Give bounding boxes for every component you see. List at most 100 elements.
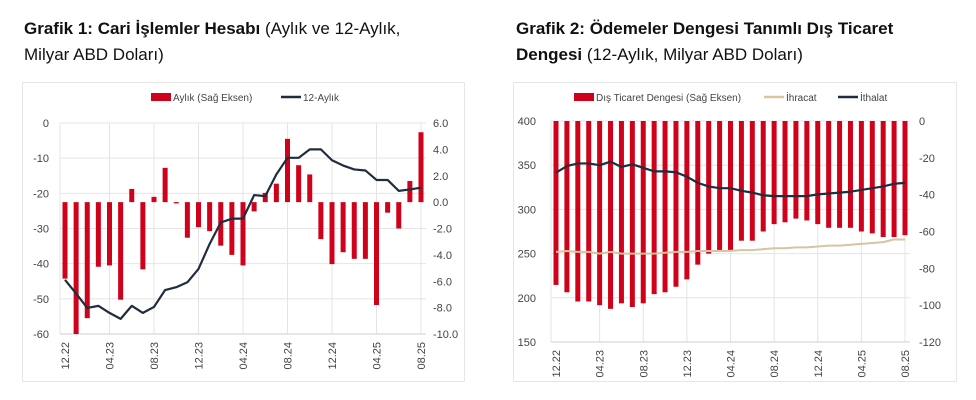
chart1-title: Grafik 1: Cari İşlemler Hesabı (Aylık ve… [24, 16, 444, 68]
chart1-subtitle: (Aylık ve 12-Aylık, Milyar ABD Doları) [24, 19, 401, 64]
bar [651, 121, 657, 295]
left-axis-tick-label: -40 [33, 259, 49, 271]
bar [858, 121, 864, 232]
bar [229, 202, 235, 255]
left-axis-tick-label: -50 [33, 294, 49, 306]
right-axis-tick-label: -40 [919, 190, 935, 202]
x-axis-tick-label: 08.23 [638, 350, 650, 378]
bar [307, 174, 313, 203]
right-axis-tick-label: 6.0 [433, 118, 448, 130]
bar [760, 121, 766, 232]
chart2-subtitle: (12-Aylık, Milyar ABD Doları) [586, 45, 803, 64]
x-axis-tick-label: 04.24 [726, 350, 738, 378]
x-axis-tick-label: 04.25 [372, 342, 384, 370]
chart2-title: Grafik 2: Ödemeler Dengesi Tanımlı Dış T… [516, 16, 956, 68]
chart1-svg: 0 -10 -20 -30 -40 -50 -60 6.0 4.0 2.0 0.0 -2.0 -4.0 -… [33, 93, 458, 370]
chart1-title-main: Grafik 1: Cari İşlemler Hesabı [24, 19, 261, 38]
right-axis-tick-label: -20 [919, 153, 935, 165]
bar [684, 121, 690, 280]
left-axis-tick-label: 250 [518, 249, 536, 261]
bar [673, 121, 679, 287]
x-axis-tick-label: 08.25 [900, 350, 912, 378]
line-series-2 [555, 160, 906, 198]
x-axis-tick-label: 08.23 [149, 342, 161, 370]
bar [815, 121, 821, 225]
bar [240, 202, 246, 266]
left-axis-tick-label: 400 [518, 116, 536, 128]
bar [107, 202, 112, 266]
bar [351, 202, 357, 259]
legend-label: 12-Aylık [303, 93, 340, 104]
x-axis-tick-label: 08.24 [769, 350, 781, 378]
bar [728, 121, 733, 250]
legend-label: İthalat [860, 91, 887, 104]
line-series-1 [555, 238, 905, 255]
bar [771, 121, 777, 225]
bar [285, 138, 290, 203]
bar [749, 121, 755, 241]
bar [804, 121, 810, 221]
legend-label: Aylık (Sağ Eksen) [173, 93, 252, 104]
bar [62, 202, 68, 279]
bar [608, 121, 614, 309]
bar [418, 132, 424, 203]
bar [662, 121, 668, 293]
x-axis-tick-label: 08.24 [283, 342, 295, 370]
right-axis-tick-label: -2.0 [433, 224, 452, 236]
bar [717, 121, 723, 250]
chart1-frame: 0 -10 -20 -30 -40 -50 -60 6.0 4.0 2.0 0.0 -2.0 -4.0 -… [22, 82, 465, 382]
x-axis-tick-label: 12.22 [60, 342, 72, 370]
x-axis-tick-label: 08.25 [416, 342, 428, 370]
bar [318, 202, 324, 240]
bar [140, 202, 146, 270]
legend-swatch [151, 93, 171, 101]
left-axis-tick-label: -30 [33, 224, 49, 236]
bar [73, 202, 79, 334]
x-axis-tick-label: 12.23 [194, 342, 206, 370]
bar [847, 121, 853, 228]
line-series-1 [64, 148, 422, 320]
bar [826, 121, 832, 228]
legend-swatch [574, 93, 594, 101]
bar [296, 165, 302, 203]
bar [869, 121, 875, 234]
bar [129, 188, 135, 203]
right-axis-tick-label: 4.0 [433, 144, 448, 156]
bar [273, 183, 279, 203]
x-axis-tick-label: 12.24 [327, 342, 339, 370]
bar [793, 121, 799, 219]
x-axis-tick-label: 04.24 [238, 342, 250, 370]
bar [738, 121, 744, 241]
x-axis-tick-label: 12.24 [813, 350, 825, 378]
bar [196, 202, 201, 228]
bar [385, 202, 391, 213]
bar [374, 202, 379, 305]
left-axis-tick-label: 0 [43, 118, 49, 130]
right-axis-tick-label: 0.0 [433, 197, 448, 209]
bar [640, 121, 646, 304]
right-axis-tick-label: 0 [919, 116, 925, 128]
left-axis-tick-label: -10 [33, 153, 49, 165]
bar [118, 202, 124, 300]
legend-label: İhracat [786, 91, 817, 104]
right-axis-tick-label: -100 [919, 300, 941, 312]
right-axis-tick-label: -120 [919, 337, 941, 349]
chart2-title-main: Grafik 2: Ödemeler Dengesi Tanımlı Dış T… [516, 19, 894, 64]
chart2-svg: 400 350 300 250 200 150 0 -20 -40 -60 -80 -100 -120 1… [518, 91, 941, 378]
bar [597, 121, 603, 306]
bar [837, 121, 843, 228]
bar [575, 121, 581, 302]
bar [586, 121, 592, 302]
chart2-frame: 400 350 300 250 200 150 0 -20 -40 -60 -80 -100 -120 1… [513, 82, 957, 382]
x-axis-tick-label: 12.22 [551, 350, 563, 378]
x-axis-tick-label: 04.23 [595, 350, 607, 378]
left-axis-tick-label: -20 [33, 188, 49, 200]
bar [162, 167, 168, 203]
bar [207, 202, 213, 232]
bar [173, 202, 179, 204]
bar [184, 202, 190, 238]
x-axis-tick-label: 04.23 [105, 342, 117, 370]
left-axis-tick-label: 150 [518, 337, 536, 349]
right-axis-tick-label: -4.0 [433, 250, 452, 262]
right-axis-tick-label: -60 [919, 227, 935, 239]
